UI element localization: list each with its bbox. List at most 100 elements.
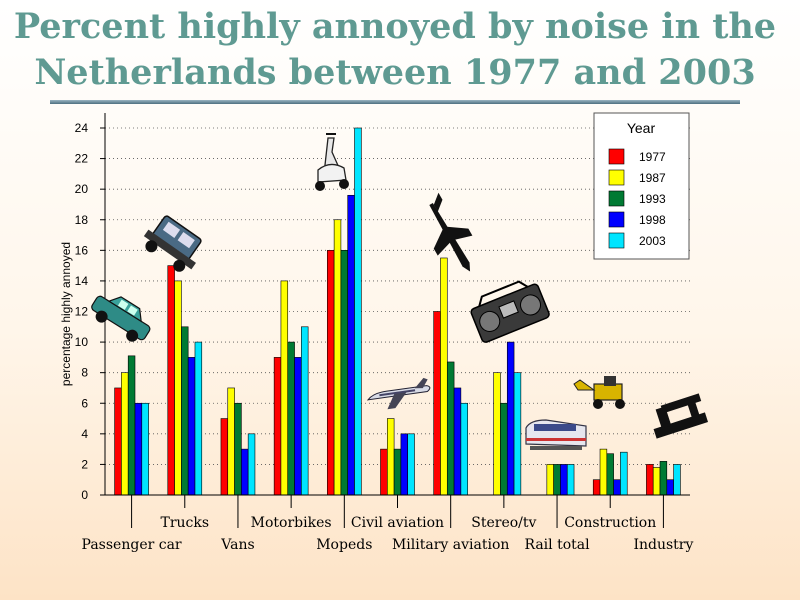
bar-1998-0: [134, 402, 143, 496]
legend-label-1977: 1977: [639, 150, 666, 164]
bar-1998-8: [560, 464, 568, 496]
category-label: Industry: [633, 537, 693, 553]
boombox-icon: [470, 280, 550, 343]
legend-swatch-1977: [608, 148, 625, 165]
bar-1993-7: [500, 402, 508, 496]
bar-1977-4: [327, 250, 335, 496]
bar-1987-7: [493, 372, 501, 496]
bar-1987-3: [280, 280, 289, 496]
category-label: Construction: [564, 515, 656, 531]
truck-icon: [143, 215, 202, 272]
y-tick-label: 2: [81, 457, 88, 471]
bar-1998-1: [187, 357, 196, 496]
bar-1998-7: [506, 341, 515, 496]
bar-1998-10: [666, 479, 674, 496]
y-tick-label: 14: [75, 274, 89, 288]
bar-2003-7: [513, 372, 522, 496]
legend-label-2003: 2003: [639, 234, 666, 248]
bar-1987-2: [227, 387, 235, 496]
category-label: Trucks: [160, 515, 209, 531]
bar-1993-0: [127, 355, 136, 496]
fighter-jet-icon: [429, 192, 473, 272]
category-label: Vans: [220, 537, 254, 553]
loader-icon: [573, 376, 625, 409]
bar-1998-9: [613, 479, 621, 496]
scooter-icon: [315, 133, 349, 191]
bar-2003-6: [460, 402, 468, 496]
legend-label-1993: 1993: [639, 192, 666, 206]
category-label: Motorbikes: [251, 515, 332, 531]
bar-2003-0: [141, 402, 149, 496]
y-tick-label: 0: [81, 488, 88, 502]
bar-2003-8: [566, 464, 575, 496]
bar-1987-10: [652, 467, 661, 496]
category-label: Stereo/tv: [471, 515, 536, 531]
y-tick-label: 22: [75, 152, 89, 166]
y-tick-label: 12: [75, 305, 89, 319]
bar-1993-8: [553, 464, 561, 496]
y-tick-label: 24: [75, 121, 89, 135]
bar-1977-1: [167, 265, 175, 496]
legend-swatch-1987: [608, 169, 625, 186]
bar-1993-10: [659, 461, 668, 496]
bars: [114, 127, 681, 496]
bar-1993-9: [606, 453, 614, 496]
bar-1977-6: [433, 311, 441, 496]
bar-2003-1: [194, 341, 203, 496]
legend-label-1998: 1998: [639, 213, 666, 227]
bar-1977-2: [220, 418, 229, 496]
bar-2003-5: [407, 433, 415, 496]
title-divider: [50, 100, 740, 104]
bar-1998-2: [241, 448, 249, 496]
y-tick-label: 4: [81, 427, 88, 441]
category-label: Military aviation: [392, 537, 509, 553]
y-tick-label: 10: [75, 335, 89, 349]
bar-1998-6: [453, 387, 462, 496]
legend-title: Year: [627, 120, 656, 136]
bar-1977-0: [114, 387, 122, 496]
bar-1987-9: [599, 448, 608, 496]
car-icon: [91, 295, 151, 342]
y-tick-label: 16: [75, 243, 89, 257]
bar-1987-8: [546, 464, 554, 496]
bar-2003-4: [354, 127, 362, 496]
legend-swatch-1993: [608, 190, 625, 207]
bar-1993-1: [181, 326, 189, 496]
y-tick-label: 20: [75, 182, 89, 196]
bar-1977-10: [646, 464, 654, 496]
legend-swatch-2003: [608, 232, 625, 249]
bar-1998-4: [347, 194, 355, 496]
bar-1987-0: [121, 372, 129, 496]
legend-label-1987: 1987: [639, 171, 666, 185]
x-axis-ticks: Passenger car Trucks Vans Motorbikes Mopeds C…: [82, 495, 693, 553]
bar-1993-4: [340, 250, 349, 496]
bar-1998-3: [294, 357, 302, 496]
airliner-icon: [366, 377, 431, 410]
bar-1977-9: [592, 479, 601, 496]
category-label: Rail total: [524, 537, 590, 553]
bar-1987-1: [174, 280, 182, 496]
bar-2003-2: [247, 433, 256, 496]
bar-1993-6: [446, 361, 455, 496]
y-tick-label: 18: [75, 213, 89, 227]
bar-1987-6: [440, 257, 448, 496]
industrial-machine-icon: [653, 393, 709, 439]
category-label: Passenger car: [82, 537, 182, 553]
bar-1998-5: [400, 433, 408, 496]
y-axis-label: percentage highly annoyed: [59, 242, 73, 386]
bar-1977-3: [273, 357, 282, 496]
category-label: Mopeds: [316, 537, 372, 553]
legend: Year 1977 1987 1993 1998 2003: [593, 112, 690, 260]
y-tick-label: 8: [81, 366, 88, 380]
bar-1993-2: [234, 402, 242, 496]
category-label: Civil aviation: [351, 515, 444, 531]
bar-1993-5: [393, 448, 402, 496]
bar-2003-10: [673, 464, 681, 496]
bar-2003-9: [620, 451, 628, 496]
bar-1977-5: [380, 448, 388, 496]
y-tick-label: 6: [81, 396, 88, 410]
chart-title: Percent highly annoyed by noise in the N…: [13, 6, 777, 93]
bar-1987-4: [333, 219, 342, 496]
